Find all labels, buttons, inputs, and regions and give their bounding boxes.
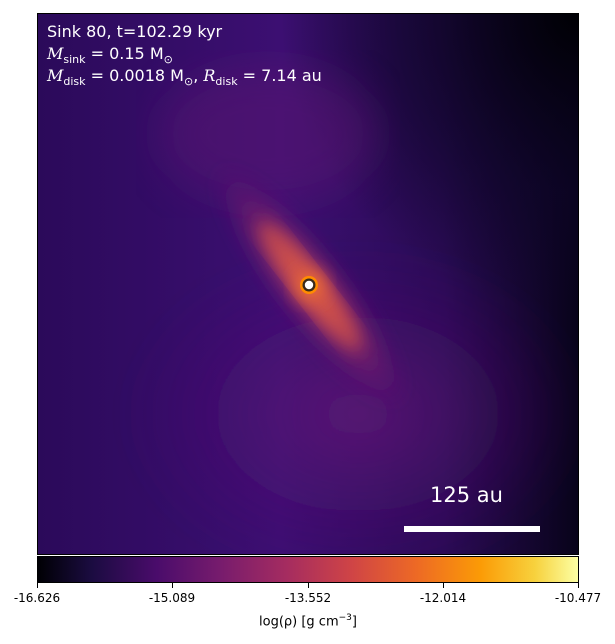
sink-marker-icon bbox=[300, 276, 318, 294]
mdisk-subscript: disk bbox=[63, 75, 86, 88]
colorbar-tick-0 bbox=[37, 583, 38, 588]
mdisk-symbol: M bbox=[47, 66, 64, 85]
rdisk-subscript: disk bbox=[215, 75, 238, 88]
sink-mass-line: Msink = 0.15 M⊙ bbox=[47, 43, 173, 66]
density-map-image bbox=[38, 14, 578, 554]
rdisk-separator: , bbox=[193, 66, 204, 85]
colorbar-label: log(ρ) [g cm−3] bbox=[259, 613, 357, 629]
colorbar-label-end: ] bbox=[351, 614, 357, 630]
colorbar-label-main: log(ρ) [g cm bbox=[259, 614, 339, 630]
colorbar-tick-label-4: -10.477 bbox=[554, 591, 602, 605]
scale-bar bbox=[404, 526, 540, 532]
colorbar bbox=[37, 556, 579, 583]
colorbar-tick-3 bbox=[443, 583, 444, 588]
msink-subscript: sink bbox=[63, 53, 86, 66]
colorbar-tick-4 bbox=[578, 583, 579, 588]
msink-unit-sub: ⊙ bbox=[163, 53, 173, 66]
density-map-panel: Sink 80, t=102.29 kyr Msink = 0.15 M⊙ Md… bbox=[37, 13, 579, 555]
scale-bar-label: 125 au bbox=[430, 483, 503, 507]
rdisk-symbol: R bbox=[203, 66, 216, 85]
rdisk-value: = 7.14 au bbox=[237, 66, 322, 85]
colorbar-tick-2 bbox=[308, 583, 309, 588]
colorbar-tick-1 bbox=[172, 583, 173, 588]
mdisk-value: = 0.0018 M bbox=[85, 66, 184, 85]
colorbar-tick-label-3: -12.014 bbox=[419, 591, 467, 605]
sink-info-line: Sink 80, t=102.29 kyr bbox=[47, 22, 223, 41]
colorbar-tick-label-1: -15.089 bbox=[148, 591, 196, 605]
msink-value: = 0.15 M bbox=[85, 44, 164, 63]
colorbar-label-exponent: −3 bbox=[338, 613, 352, 623]
mdisk-unit-sub: ⊙ bbox=[183, 75, 194, 88]
colorbar-tick-label-2: -13.552 bbox=[284, 591, 332, 605]
msink-symbol: M bbox=[47, 44, 64, 63]
disk-info-line: Mdisk = 0.0018 M⊙, Rdisk = 7.14 au bbox=[47, 65, 322, 88]
colorbar-tick-label-0: -16.626 bbox=[13, 591, 61, 605]
